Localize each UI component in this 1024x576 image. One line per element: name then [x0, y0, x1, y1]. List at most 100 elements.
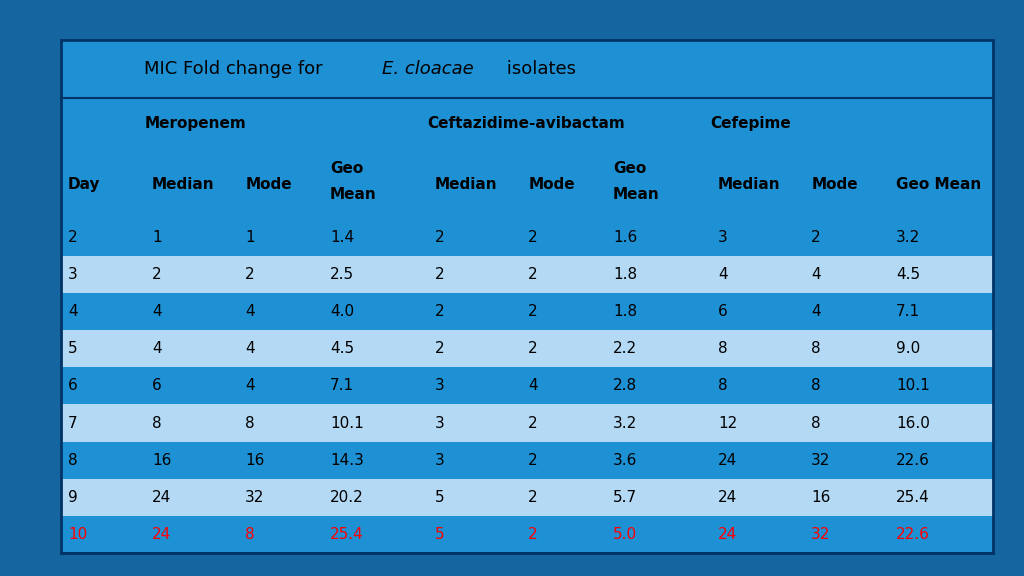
Text: 1.4: 1.4 [330, 230, 354, 245]
Text: Meropenem: Meropenem [144, 116, 246, 131]
Text: Day: Day [68, 177, 100, 192]
Text: 14.3: 14.3 [330, 453, 364, 468]
Text: 4: 4 [245, 304, 255, 319]
Text: Mode: Mode [245, 177, 292, 192]
Text: 32: 32 [245, 490, 264, 505]
Text: 2: 2 [528, 230, 538, 245]
Bar [61, 479, 993, 516]
Text: 6: 6 [68, 378, 78, 393]
Text: Geo Mean: Geo Mean [896, 177, 981, 192]
Text: 16: 16 [152, 453, 171, 468]
Text: Cefepime: Cefepime [711, 116, 791, 131]
Bar [61, 404, 993, 442]
Text: 2.8: 2.8 [613, 378, 637, 393]
Text: 7: 7 [68, 415, 78, 430]
Text: 3.2: 3.2 [896, 230, 921, 245]
Text: 1: 1 [245, 230, 255, 245]
Text: 2: 2 [152, 267, 162, 282]
Text: 2: 2 [68, 230, 78, 245]
Text: 2: 2 [245, 267, 255, 282]
Text: 32: 32 [811, 527, 830, 542]
Bar [61, 367, 993, 404]
Text: 3: 3 [435, 453, 444, 468]
Text: 4: 4 [245, 342, 255, 357]
Text: 5.7: 5.7 [613, 490, 637, 505]
Text: 2: 2 [435, 267, 444, 282]
Text: 4: 4 [718, 267, 727, 282]
Text: 32: 32 [811, 453, 830, 468]
Text: 1.6: 1.6 [613, 230, 637, 245]
Text: 2.2: 2.2 [613, 342, 637, 357]
Text: 8: 8 [811, 342, 821, 357]
Text: 9.0: 9.0 [896, 342, 921, 357]
Text: 10.1: 10.1 [896, 378, 930, 393]
Text: 2: 2 [435, 230, 444, 245]
Text: 25.4: 25.4 [896, 490, 930, 505]
Text: MIC Fold change for: MIC Fold change for [144, 60, 329, 78]
Bar [61, 150, 993, 219]
Text: 5: 5 [435, 527, 444, 542]
Text: 8: 8 [152, 415, 162, 430]
Text: 24: 24 [152, 490, 171, 505]
Text: 16.0: 16.0 [896, 415, 930, 430]
Text: 4: 4 [811, 304, 821, 319]
Text: 2: 2 [528, 342, 538, 357]
Text: 2.5: 2.5 [330, 267, 354, 282]
Text: Mean: Mean [613, 187, 659, 202]
Text: 6: 6 [152, 378, 162, 393]
Text: 25.4: 25.4 [330, 527, 364, 542]
Text: 2: 2 [528, 267, 538, 282]
Text: 5.0: 5.0 [613, 527, 637, 542]
Text: 20.2: 20.2 [330, 490, 364, 505]
Text: 8: 8 [245, 527, 255, 542]
Text: Median: Median [435, 177, 498, 192]
Text: 8: 8 [245, 415, 255, 430]
Text: 7.1: 7.1 [896, 304, 920, 319]
Text: isolates: isolates [501, 60, 575, 78]
Text: 4.5: 4.5 [896, 267, 920, 282]
Text: 24: 24 [152, 527, 171, 542]
Bar [61, 293, 993, 330]
Text: 22.6: 22.6 [896, 527, 930, 542]
Text: 5: 5 [68, 342, 78, 357]
Text: 22.6: 22.6 [896, 453, 930, 468]
Text: 1.8: 1.8 [613, 304, 637, 319]
Bar [61, 442, 993, 479]
Text: Ceftazidime-avibactam: Ceftazidime-avibactam [427, 116, 625, 131]
Text: 9: 9 [68, 490, 78, 505]
Text: 2: 2 [528, 453, 538, 468]
Text: 4: 4 [152, 304, 162, 319]
Text: 16: 16 [811, 490, 830, 505]
Text: 4: 4 [528, 378, 538, 393]
Text: 8: 8 [718, 342, 727, 357]
Text: 4: 4 [245, 378, 255, 393]
Text: 2: 2 [435, 304, 444, 319]
Text: Geo: Geo [613, 161, 646, 176]
Text: Median: Median [718, 177, 780, 192]
Text: 4: 4 [811, 267, 821, 282]
Text: 2: 2 [811, 230, 821, 245]
Text: 4.0: 4.0 [330, 304, 354, 319]
Text: 24: 24 [718, 527, 737, 542]
Text: 12: 12 [718, 415, 737, 430]
Text: 4.5: 4.5 [330, 342, 354, 357]
Text: 2: 2 [528, 415, 538, 430]
Text: 3: 3 [68, 267, 78, 282]
Text: E. cloacae: E. cloacae [382, 60, 474, 78]
Text: 2: 2 [528, 304, 538, 319]
Bar [61, 219, 993, 256]
Text: Mean: Mean [330, 187, 377, 202]
Text: 3.2: 3.2 [613, 415, 637, 430]
Bar [61, 330, 993, 367]
Text: 3: 3 [718, 230, 728, 245]
Text: 10.1: 10.1 [330, 415, 364, 430]
Text: 1: 1 [152, 230, 162, 245]
Bar [61, 256, 993, 293]
Text: 4: 4 [152, 342, 162, 357]
Text: 4: 4 [68, 304, 78, 319]
Text: 3.6: 3.6 [613, 453, 637, 468]
Text: 24: 24 [718, 490, 737, 505]
Text: 3: 3 [435, 415, 444, 430]
Text: Mode: Mode [811, 177, 858, 192]
Text: 8: 8 [68, 453, 78, 468]
